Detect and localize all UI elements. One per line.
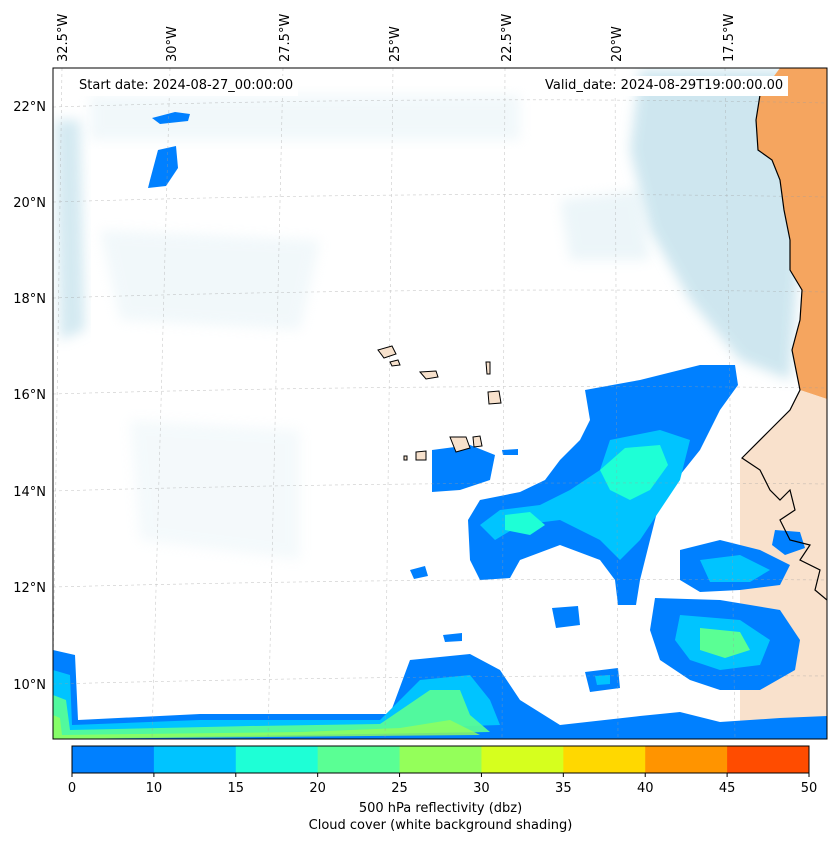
colorbar-sublabel: Cloud cover (white background shading) xyxy=(308,818,573,833)
colorbar-tick-label: 45 xyxy=(718,781,736,796)
lat-label: 16°N xyxy=(13,388,46,403)
colorbar-segment xyxy=(481,746,564,773)
lat-label: 10°N xyxy=(13,678,46,693)
colorbar-segment xyxy=(727,746,810,773)
lat-label: 20°N xyxy=(13,196,46,211)
colorbar-segment xyxy=(399,746,482,773)
lat-label: 14°N xyxy=(13,485,46,500)
colorbar-segment xyxy=(645,746,728,773)
colorbar-segment xyxy=(72,746,155,773)
lat-label: 18°N xyxy=(13,292,46,307)
lon-label: 27.5°W xyxy=(278,14,293,62)
lon-label: 22.5°W xyxy=(500,14,515,62)
colorbar-tick-label: 35 xyxy=(555,781,572,796)
colorbar-tick-label: 0 xyxy=(67,781,77,796)
colorbar-tick-label: 20 xyxy=(309,781,326,796)
lon-label: 25°W xyxy=(388,26,403,62)
colorbar-segment xyxy=(563,746,646,773)
latitude-labels: 22°N 20°N 18°N 16°N 14°N 12°N 10°N xyxy=(13,100,46,693)
colorbar-frame xyxy=(71,745,810,774)
start-date-label: Start date: 2024-08-27_00:00:00 xyxy=(74,76,299,96)
graticule xyxy=(53,68,827,739)
longitude-labels: 32.5°W 30°W 27.5°W 25°W 22.5°W 20°W 17.5… xyxy=(56,14,737,62)
colorbar xyxy=(71,746,810,777)
lon-label: 17.5°W xyxy=(722,14,737,62)
reflectivity-layer xyxy=(53,112,827,739)
lon-label: 32.5°W xyxy=(56,14,71,62)
colorbar-tick-label: 30 xyxy=(473,781,490,796)
lon-label: 20°W xyxy=(610,26,625,62)
colorbar-segment xyxy=(235,746,319,773)
colorbar-tick-label: 15 xyxy=(227,781,245,796)
lon-label: 30°W xyxy=(165,26,180,62)
africa-coastline xyxy=(741,94,827,601)
cape-verde-islands xyxy=(377,345,502,461)
colorbar-tick-label: 10 xyxy=(145,781,163,796)
africa-land xyxy=(756,68,827,399)
colorbar-tick-label: 50 xyxy=(800,781,818,796)
lat-label: 12°N xyxy=(13,581,46,596)
colorbar-segment xyxy=(153,746,237,773)
valid-date-label: Valid_date: 2024-08-29T19:00:00.00 xyxy=(540,76,789,96)
map-frame xyxy=(52,67,828,740)
colorbar-label: 500 hPa reflectivity (dbz) xyxy=(358,801,523,816)
lat-label: 22°N xyxy=(13,100,46,115)
colorbar-segment xyxy=(317,746,401,773)
colorbar-tick-label: 25 xyxy=(391,781,408,796)
colorbar-tick-label: 40 xyxy=(636,781,654,796)
